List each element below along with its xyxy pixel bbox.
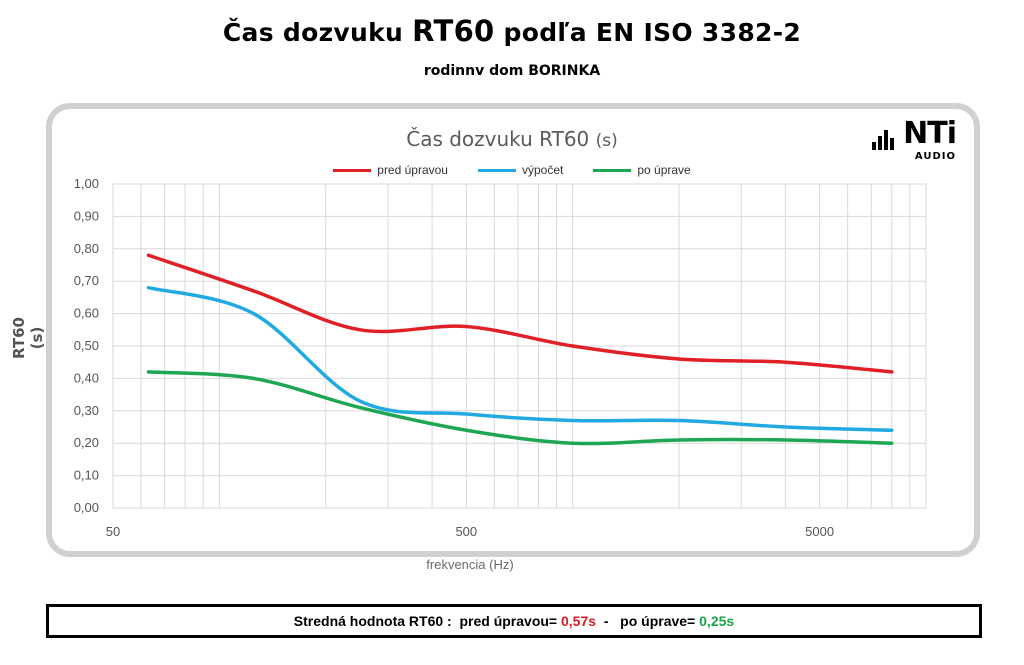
y-tick-label: 0,30 [74,403,99,418]
y-tick-label: 0,20 [74,435,99,450]
y-tick-label: 0,50 [74,338,99,353]
y-tick-label: 0,60 [74,306,99,321]
legend-item-vypocet: výpočet [477,163,564,177]
legend-swatch-red [333,168,372,172]
summary-before-value: 0,57s [561,613,597,629]
y-tick-label: 0,80 [74,241,99,256]
x-tick-label: 50 [106,524,120,539]
summary-box: Stredná hodnota RT60 : pred úpravou= 0,5… [46,604,982,638]
legend-swatch-green [593,168,632,172]
legend-item-po-uprave: po úprave [593,163,691,177]
x-axis-label: frekvencia (Hz) [426,557,514,572]
y-tick-label: 0,70 [74,273,99,288]
chart-title-unit: (s) [595,131,618,151]
legend-swatch-blue [477,168,516,172]
y-tick-label: 0,40 [74,370,99,385]
series-line-pred-upravou [146,253,894,374]
axis-ticks: 0,00 0,10 0,20 0,30 0,40 0,50 0,60 0,70 0,80 0,90… [74,176,834,539]
page-title: Čas dozvuku RT60 podľa EN ISO 3382-2 [0,14,1024,48]
summary-middle: - po úprave= [596,613,700,629]
series-line-po-uprave [146,370,894,446]
logo-text: NTi [903,116,957,151]
legend-label: po úprave [637,163,691,177]
chart-frame [46,103,980,557]
x-tick-label: 500 [455,524,477,539]
y-tick-label: 0,00 [74,500,99,515]
page-subtitle: rodinnv dom BORINKA [423,63,601,79]
title-prefix: Čas dozvuku [222,18,413,47]
x-tick-label: 5000 [805,524,834,539]
title-rt60: RT60 [412,14,495,48]
legend-label: výpočet [521,163,564,177]
summary-after-value: 0,25s [699,613,735,629]
logo-subtext: AUDIO [914,151,956,162]
series-line-vypocet [146,285,894,432]
chart-legend: pred úpravou výpočet po úprave [0,163,1024,177]
nti-audio-logo: NTi AUDIO [868,118,960,166]
legend-item-pred-upravou: pred úpravou [333,163,448,177]
chart-title: Čas dozvuku RT60 (s) [0,127,1024,151]
chart-title-text: Čas dozvuku RT60 [406,127,590,151]
y-tick-label: 0,10 [74,468,99,483]
logo-bars-icon [872,130,894,150]
series-lines [146,253,894,446]
title-suffix: podľa EN ISO 3382-2 [494,18,802,47]
summary-label: Stredná hodnota RT60 : pred úpravou= [293,613,561,629]
y-tick-label: 0,90 [74,208,99,223]
grid [112,183,927,509]
y-tick-label: 1,00 [74,176,99,191]
legend-label: pred úpravou [377,163,448,177]
